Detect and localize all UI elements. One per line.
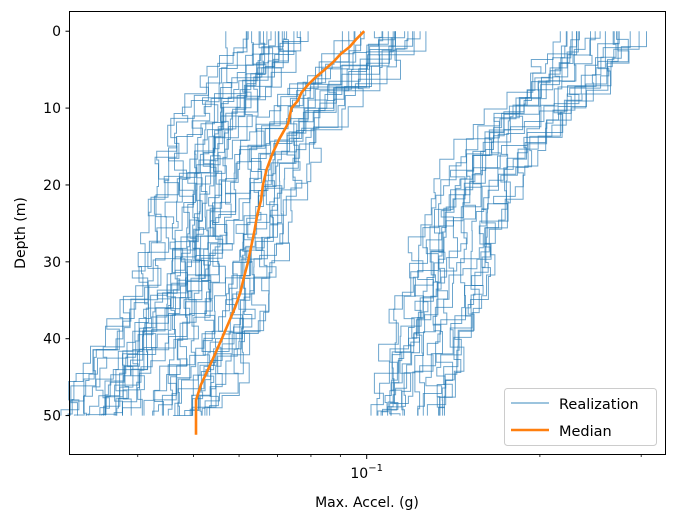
realization-line-3-16: [376, 31, 561, 416]
realization-line-1-18: [115, 31, 289, 416]
x-axis-label: Max. Accel. (g): [315, 495, 419, 511]
realization-line-2-19: [172, 31, 394, 416]
realization-line-2-11: [206, 31, 409, 416]
realization-line-3-13: [426, 31, 629, 416]
legend-label-realization: Realization: [559, 397, 639, 413]
plot-frame: [69, 11, 666, 455]
realization-line-3-20: [436, 31, 619, 416]
realization-line-1-8: [67, 31, 247, 416]
realization-line-1-19: [104, 31, 276, 416]
realization-line-3-3: [439, 31, 647, 416]
realization-line-1-14: [83, 31, 268, 416]
realization-line-1-13: [88, 31, 272, 416]
y-axis-label: Depth (m): [13, 197, 29, 269]
realization-line-1-12: [122, 31, 289, 416]
realization-line-2-17: [192, 31, 393, 416]
y-tick-label-0: 0: [52, 24, 61, 40]
realization-line-3-15: [417, 31, 631, 416]
legend: Realization Median: [504, 388, 657, 446]
median-layer: [194, 30, 366, 435]
realization-line-1-6: [113, 31, 309, 416]
realization-line-2-8: [189, 31, 406, 416]
realization-line-1-20: [69, 31, 248, 416]
realization-line-3-7: [402, 31, 596, 416]
realization-line-2-12: [199, 31, 396, 416]
realization-line-2-13: [153, 31, 362, 416]
realization-line-2-20: [184, 31, 396, 416]
realizations-layer: [60, 31, 647, 416]
y-tick-label-40: 40: [43, 332, 61, 348]
realization-line-2-2: [201, 31, 421, 416]
realization-line-3-19: [382, 31, 567, 416]
y-tick-label-50: 50: [43, 409, 61, 425]
realization-line-2-9: [177, 31, 389, 416]
legend-label-median: Median: [559, 424, 612, 440]
realization-line-2-7: [204, 31, 414, 416]
realization-line-3-5: [422, 31, 606, 416]
y-axis: 0 10 20 30 40 50: [43, 24, 70, 425]
realization-line-3-10: [441, 31, 617, 416]
realization-line-3-8: [414, 31, 620, 416]
realization-line-2-5: [154, 31, 356, 416]
realization-line-1-11: [99, 31, 266, 416]
realization-line-1-15: [73, 31, 254, 416]
median-line: [194, 30, 366, 435]
y-tick-label-20: 20: [43, 178, 61, 194]
realization-line-1-17: [85, 31, 264, 416]
realization-line-2-15: [167, 31, 365, 416]
realization-line-3-11: [390, 31, 591, 416]
realization-line-3-6: [438, 31, 630, 416]
y-tick-label-30: 30: [43, 255, 61, 271]
realization-line-3-17: [380, 31, 578, 416]
y-tick-label-10: 10: [43, 101, 61, 117]
realization-line-1-4: [137, 31, 302, 416]
realization-line-1-16: [60, 31, 228, 416]
realization-line-2-14: [143, 31, 355, 416]
realization-line-2-16: [161, 31, 343, 416]
